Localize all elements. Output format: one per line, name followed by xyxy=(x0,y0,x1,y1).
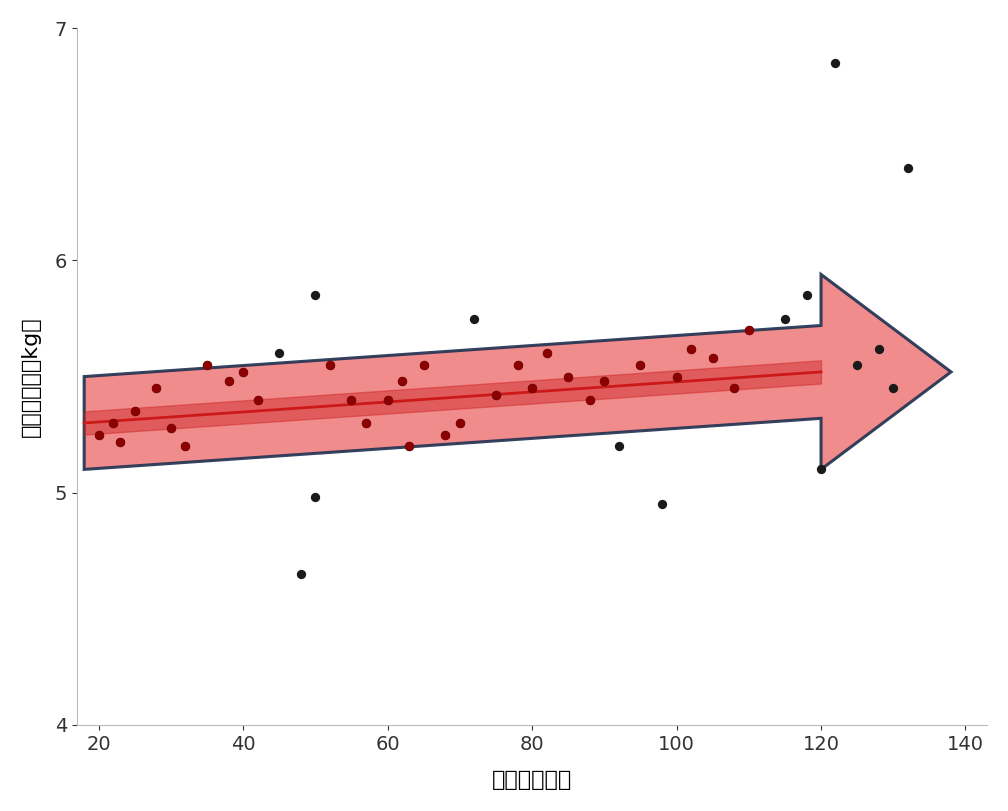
Point xyxy=(538,347,554,360)
Point xyxy=(148,382,164,395)
Point xyxy=(344,393,360,406)
Point xyxy=(394,375,410,388)
Point xyxy=(199,358,215,371)
Point xyxy=(777,312,793,325)
Point xyxy=(379,393,395,406)
X-axis label: 運動療法回数: 運動療法回数 xyxy=(492,770,573,790)
Point xyxy=(401,440,417,453)
Y-axis label: 左脚筋肉量（kg）: 左脚筋肉量（kg） xyxy=(21,316,41,437)
Point xyxy=(437,428,454,441)
Point xyxy=(596,375,612,388)
Point xyxy=(524,382,540,395)
Point xyxy=(560,370,577,383)
Point xyxy=(163,421,179,434)
Point xyxy=(148,382,164,395)
Point xyxy=(849,358,865,371)
Point xyxy=(105,417,121,430)
Point xyxy=(509,358,525,371)
Point xyxy=(899,161,915,174)
Point xyxy=(177,440,194,453)
Point xyxy=(307,491,324,504)
Point xyxy=(379,393,395,406)
Point xyxy=(812,463,829,476)
Point xyxy=(235,366,251,379)
Point xyxy=(611,440,627,453)
Point xyxy=(293,568,309,581)
Point xyxy=(538,347,554,360)
Point xyxy=(437,428,454,441)
Point xyxy=(741,324,757,337)
Point xyxy=(524,382,540,395)
Point xyxy=(452,417,468,430)
Point xyxy=(221,375,237,388)
Point xyxy=(358,417,374,430)
Point xyxy=(112,435,128,448)
Point xyxy=(250,393,266,406)
Point xyxy=(163,421,179,434)
Point xyxy=(560,370,577,383)
Point xyxy=(682,342,699,355)
Point xyxy=(705,351,721,364)
Point xyxy=(705,351,721,364)
Point xyxy=(741,324,757,337)
Point xyxy=(798,289,814,302)
Point xyxy=(415,358,431,371)
Point xyxy=(177,440,194,453)
Point xyxy=(127,405,143,418)
Point xyxy=(596,375,612,388)
Point xyxy=(415,358,431,371)
Point xyxy=(250,393,266,406)
Point xyxy=(307,289,324,302)
Point xyxy=(582,393,598,406)
Point xyxy=(344,393,360,406)
Point xyxy=(199,358,215,371)
Point xyxy=(726,382,742,395)
Point xyxy=(358,417,374,430)
Point xyxy=(885,382,901,395)
Point xyxy=(632,358,648,371)
Point xyxy=(632,358,648,371)
Point xyxy=(488,388,504,401)
Point xyxy=(488,388,504,401)
Point xyxy=(452,417,468,430)
Point xyxy=(682,342,699,355)
Point xyxy=(582,393,598,406)
Polygon shape xyxy=(85,274,951,470)
Point xyxy=(271,347,287,360)
Point xyxy=(654,498,670,511)
Point xyxy=(828,57,844,70)
Point xyxy=(509,358,525,371)
Point xyxy=(394,375,410,388)
Point xyxy=(871,342,887,355)
Point xyxy=(322,358,338,371)
Point xyxy=(235,366,251,379)
Point xyxy=(466,312,482,325)
Point xyxy=(401,440,417,453)
Point xyxy=(91,428,107,441)
Point xyxy=(322,358,338,371)
Point xyxy=(726,382,742,395)
Point xyxy=(112,435,128,448)
Point xyxy=(127,405,143,418)
Point xyxy=(668,370,684,383)
Point xyxy=(91,428,107,441)
Point xyxy=(221,375,237,388)
Point xyxy=(105,417,121,430)
Point xyxy=(668,370,684,383)
